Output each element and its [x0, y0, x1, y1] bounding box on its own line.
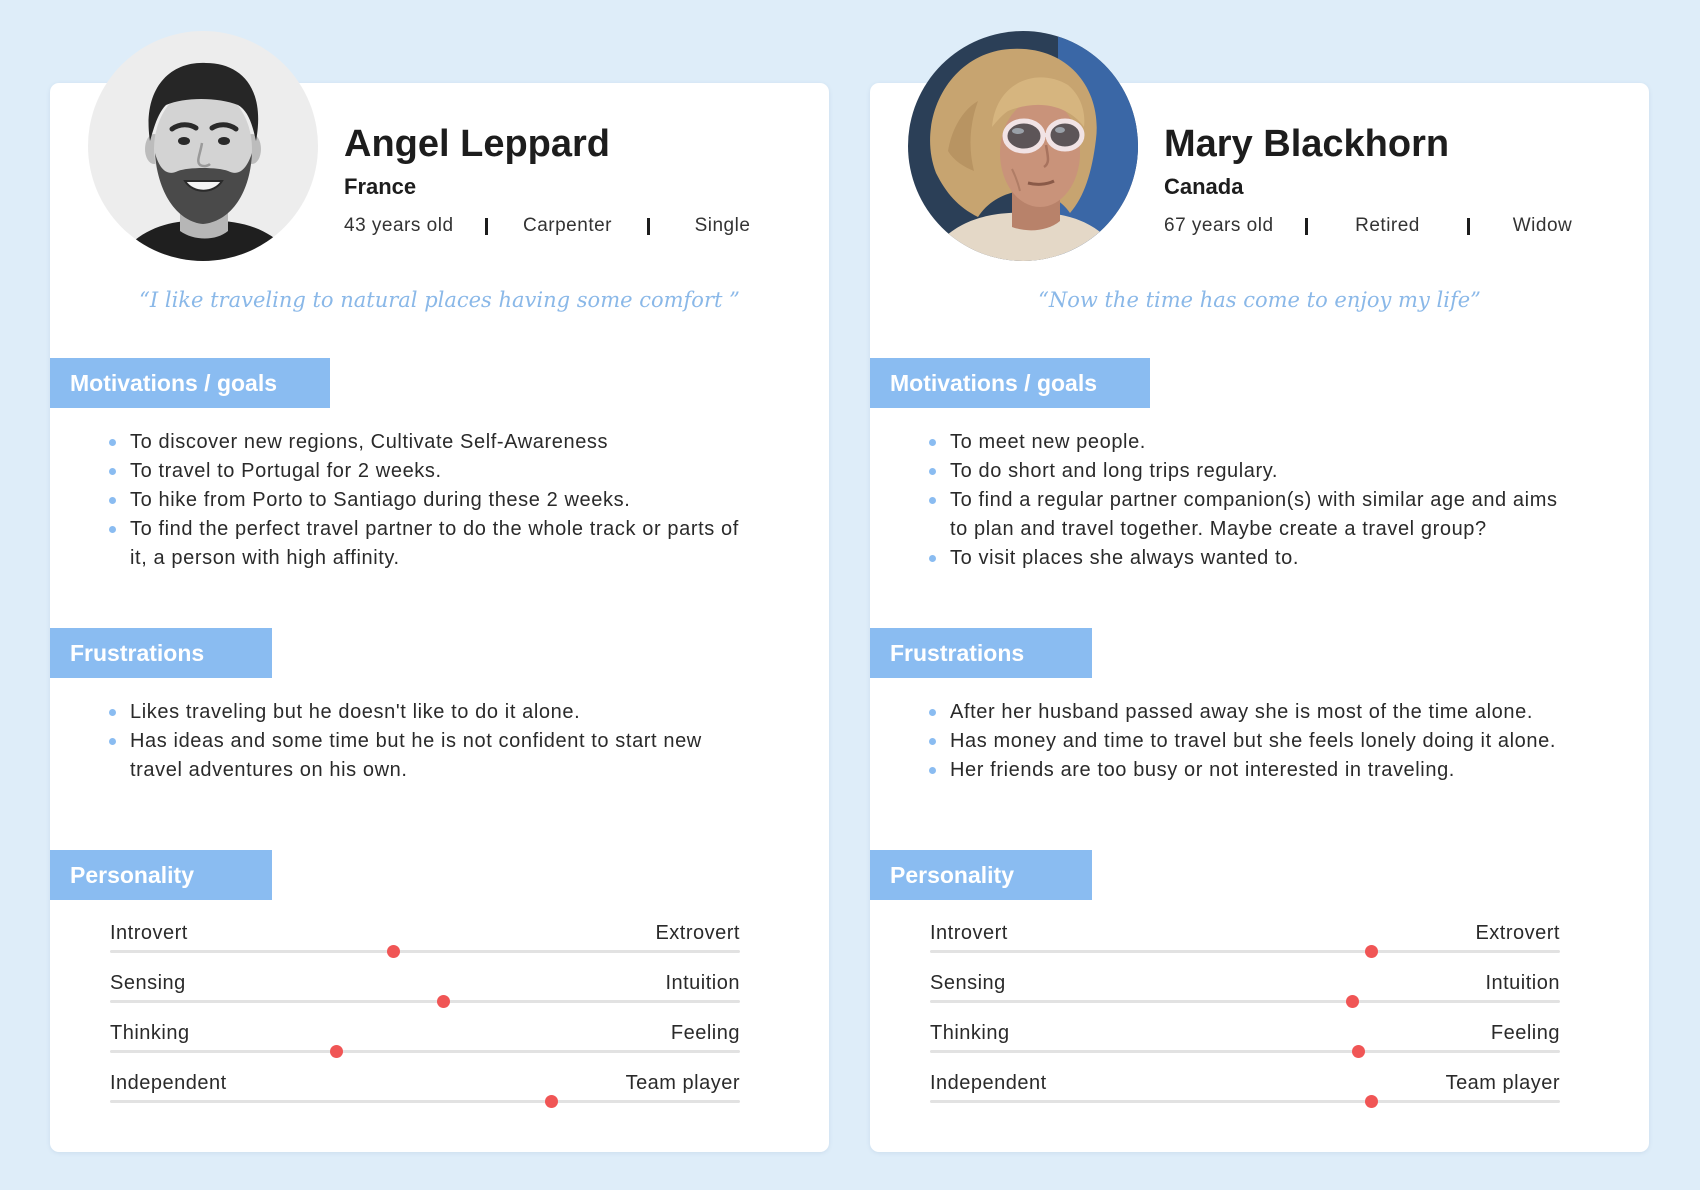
trait-labels: Introvert Extrovert	[110, 921, 740, 945]
trait-marker	[1345, 995, 1359, 1008]
meta-divider	[647, 217, 650, 235]
persona-occupation: Carpenter	[523, 215, 612, 236]
trait-marker	[437, 995, 451, 1008]
persona-name: Angel Leppard	[344, 123, 611, 165]
persona-name: Mary Blackhorn	[1164, 123, 1450, 165]
personality-scales: Introvert Extrovert Sensing Intuition Th…	[110, 921, 740, 1121]
trait-right-label: Intuition	[665, 972, 740, 994]
persona-occupation: Retired	[1355, 215, 1420, 236]
persona-country: Canada	[1164, 174, 1244, 199]
list-item: Her friends are too busy or not interest…	[929, 756, 1570, 785]
section-header-personality: Personality	[870, 850, 1092, 900]
trait-right-label: Extrovert	[655, 922, 740, 944]
list-item: To visit places she always wanted to.	[929, 544, 1570, 573]
trait-track	[110, 1050, 740, 1053]
trait-labels: Thinking Feeling	[110, 1021, 740, 1045]
list-item: After her husband passed away she is mos…	[929, 698, 1570, 727]
trait-right-label: Team player	[1445, 1072, 1560, 1094]
trait-track	[110, 1000, 740, 1003]
trait-left-label: Introvert	[930, 922, 1008, 944]
list-item: Has money and time to travel but she fee…	[929, 727, 1570, 756]
trait-right-label: Extrovert	[1475, 922, 1560, 944]
meta-divider	[485, 217, 488, 235]
avatar-photo	[908, 31, 1138, 261]
trait-marker	[330, 1045, 344, 1058]
trait-marker	[544, 1095, 558, 1108]
section-header-motivations: Motivations / goals	[870, 358, 1150, 408]
meta-divider	[1467, 217, 1470, 235]
trait-right-label: Team player	[625, 1072, 740, 1094]
section-header-personality: Personality	[50, 850, 272, 900]
meta-divider	[1305, 217, 1308, 235]
trait-track	[930, 1050, 1560, 1053]
trait-labels: Independent Team player	[110, 1071, 740, 1095]
persona-status: Single	[694, 215, 751, 236]
trait-labels: Sensing Intuition	[930, 971, 1560, 995]
frustrations-list: After her husband passed away she is mos…	[929, 698, 1570, 785]
personality-scales: Introvert Extrovert Sensing Intuition Th…	[930, 921, 1560, 1121]
trait-right-label: Feeling	[670, 1022, 740, 1044]
list-item: To hike from Porto to Santiago during th…	[109, 486, 750, 515]
section-header-frustrations: Frustrations	[870, 628, 1092, 678]
trait-left-label: Independent	[930, 1072, 1047, 1094]
trait-labels: Thinking Feeling	[930, 1021, 1560, 1045]
trait-row: Sensing Intuition	[930, 971, 1560, 1021]
avatar-photo	[88, 31, 318, 261]
motivations-list: To meet new people. To do short and long…	[929, 428, 1570, 573]
trait-left-label: Thinking	[930, 1022, 1010, 1044]
trait-track	[930, 950, 1560, 953]
persona-meta: 67 years old Retired Widow	[1164, 215, 1615, 237]
section-header-frustrations: Frustrations	[50, 628, 272, 678]
trait-track	[930, 1000, 1560, 1003]
persona-country: France	[344, 174, 417, 199]
trait-row: Introvert Extrovert	[110, 921, 740, 971]
persona-quote: “Now the time has come to enjoy my life”	[1038, 288, 1481, 312]
trait-labels: Sensing Intuition	[110, 971, 740, 995]
list-item: To meet new people.	[929, 428, 1570, 457]
trait-left-label: Sensing	[110, 972, 186, 994]
trait-marker	[1351, 1045, 1365, 1058]
trait-right-label: Intuition	[1485, 972, 1560, 994]
frustrations-list: Likes traveling but he doesn't like to d…	[109, 698, 750, 785]
list-item: To do short and long trips regulary.	[929, 457, 1570, 486]
trait-row: Thinking Feeling	[110, 1021, 740, 1071]
trait-row: Thinking Feeling	[930, 1021, 1560, 1071]
trait-labels: Introvert Extrovert	[930, 921, 1560, 945]
persona-age: 43 years old	[344, 215, 454, 236]
trait-marker	[387, 945, 400, 958]
trait-marker	[1364, 1095, 1378, 1108]
trait-track	[930, 1100, 1560, 1103]
trait-row: Independent Team player	[930, 1071, 1560, 1121]
list-item: To discover new regions, Cultivate Self-…	[109, 428, 750, 457]
trait-left-label: Thinking	[110, 1022, 190, 1044]
trait-row: Independent Team player	[110, 1071, 740, 1121]
list-item: To find the perfect travel partner to do…	[109, 515, 750, 573]
motivations-list: To discover new regions, Cultivate Self-…	[109, 428, 750, 573]
persona-age: 67 years old	[1164, 215, 1274, 236]
persona-card: Angel Leppard France 43 years old Carpen…	[50, 31, 829, 1152]
trait-track	[110, 950, 740, 953]
persona-card: Mary Blackhorn Canada 67 years old Retir…	[870, 31, 1649, 1152]
avatar	[908, 31, 1138, 261]
list-item: To find a regular partner companion(s) w…	[929, 486, 1570, 544]
trait-left-label: Independent	[110, 1072, 227, 1094]
list-item: Has ideas and some time but he is not co…	[109, 727, 750, 785]
trait-row: Introvert Extrovert	[930, 921, 1560, 971]
trait-left-label: Introvert	[110, 922, 188, 944]
section-header-motivations: Motivations / goals	[50, 358, 330, 408]
persona-status: Widow	[1512, 215, 1573, 236]
persona-meta: 43 years old Carpenter Single	[344, 215, 795, 237]
trait-right-label: Feeling	[1490, 1022, 1560, 1044]
trait-row: Sensing Intuition	[110, 971, 740, 1021]
avatar	[88, 31, 318, 261]
trait-track	[110, 1100, 740, 1103]
persona-quote: “I like traveling to natural places havi…	[139, 288, 740, 312]
list-item: Likes traveling but he doesn't like to d…	[109, 698, 750, 727]
trait-marker	[1364, 945, 1378, 958]
trait-left-label: Sensing	[930, 972, 1006, 994]
list-item: To travel to Portugal for 2 weeks.	[109, 457, 750, 486]
trait-labels: Independent Team player	[930, 1071, 1560, 1095]
